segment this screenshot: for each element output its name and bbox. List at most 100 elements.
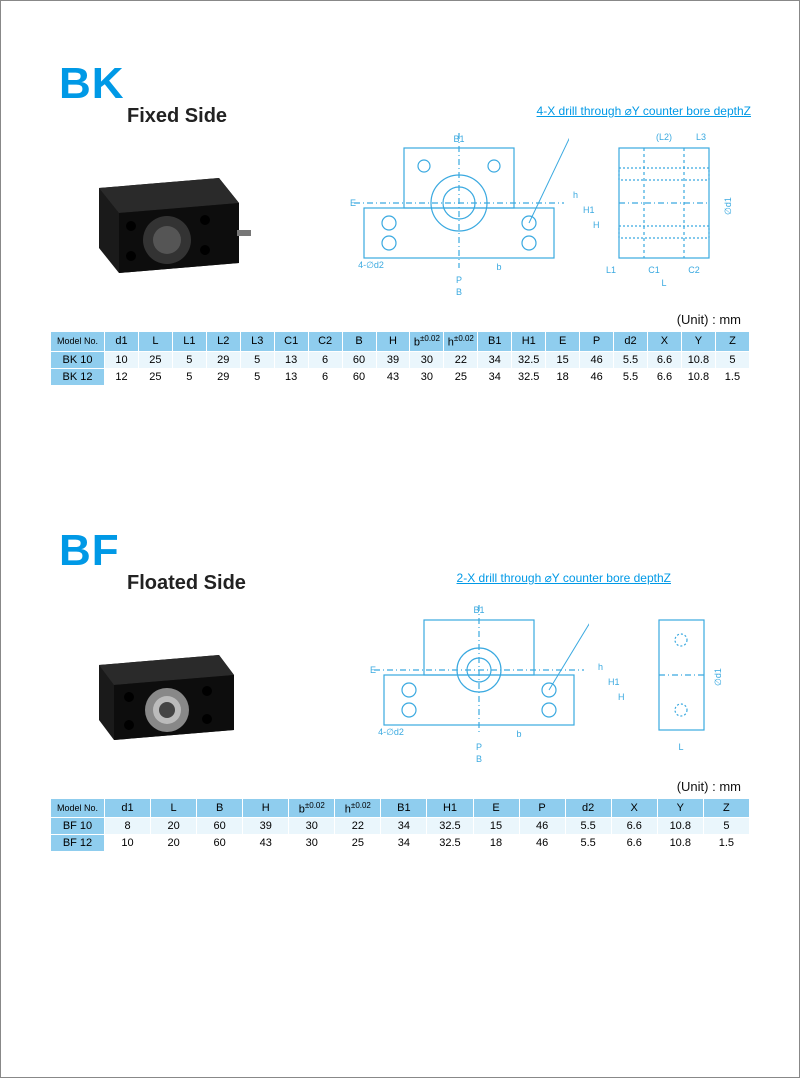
col-Y: Y (681, 332, 715, 352)
cell: 34 (381, 835, 427, 852)
svg-text:E: E (370, 665, 376, 675)
bk-drill-note: 4-X drill through ⌀Y counter bore depthZ (537, 104, 751, 118)
cell: 1.5 (703, 835, 749, 852)
svg-text:C2: C2 (688, 265, 700, 275)
cell: 25 (444, 368, 478, 385)
bf-h-labels: h H1 H (594, 625, 624, 750)
cell: 20 (151, 835, 197, 852)
bk-photo (79, 148, 259, 278)
cell: 39 (376, 351, 410, 368)
svg-text:E: E (350, 198, 356, 208)
svg-text:b: b (516, 729, 521, 739)
cell: 10.8 (681, 368, 715, 385)
cell: 6.6 (648, 351, 682, 368)
bf-side-drawing: ∅d1 L (639, 605, 729, 765)
col-X: X (611, 798, 657, 818)
svg-text:(L2): (L2) (656, 132, 672, 142)
bf-spec-table: Model No.d1LBHb±0.02h±0.02B1H1EPd2XYZBF … (50, 798, 750, 853)
cell: 39 (243, 818, 289, 835)
row-model: BF 12 (51, 835, 105, 852)
cell: 60 (342, 351, 376, 368)
cell: 5 (703, 818, 749, 835)
svg-text:H: H (593, 220, 599, 230)
cell: 18 (473, 835, 519, 852)
bf-code: BF (59, 526, 791, 576)
svg-text:H: H (618, 692, 624, 702)
svg-text:4-∅d2: 4-∅d2 (358, 260, 384, 270)
col-Z: Z (703, 798, 749, 818)
cell: 20 (151, 818, 197, 835)
col-b: b±0.02 (289, 798, 335, 818)
cell: 32.5 (427, 835, 473, 852)
svg-text:h: h (598, 662, 603, 672)
svg-text:b: b (496, 262, 501, 272)
cell: 30 (289, 835, 335, 852)
cell: 25 (335, 835, 381, 852)
col-d1: d1 (105, 332, 139, 352)
col-P: P (519, 798, 565, 818)
svg-text:L3: L3 (696, 132, 706, 142)
row-model: BF 10 (51, 818, 105, 835)
bf-unit-label: (Unit) : mm (9, 779, 741, 794)
cell: 30 (410, 351, 444, 368)
cell: 15 (473, 818, 519, 835)
cell: 5.5 (614, 351, 648, 368)
svg-text:L1: L1 (606, 265, 616, 275)
cell: 34 (381, 818, 427, 835)
cell: 6 (308, 351, 342, 368)
cell: 6.6 (648, 368, 682, 385)
col-h: h±0.02 (444, 332, 478, 352)
cell: 5 (172, 368, 206, 385)
cell: 46 (580, 351, 614, 368)
col-B: B (342, 332, 376, 352)
col-L1: L1 (172, 332, 206, 352)
cell: 43 (376, 368, 410, 385)
svg-text:B: B (456, 287, 462, 297)
bf-drill-note: 2-X drill through ⌀Y counter bore depthZ (457, 571, 671, 585)
cell: 13 (274, 351, 308, 368)
col-H: H (243, 798, 289, 818)
svg-text:B1: B1 (453, 134, 464, 144)
cell: 32.5 (427, 818, 473, 835)
col-B: B (197, 798, 243, 818)
cell: 5.5 (614, 368, 648, 385)
cell: 46 (519, 835, 565, 852)
svg-text:C1: C1 (648, 265, 660, 275)
svg-text:H1: H1 (583, 205, 595, 215)
col-C2: C2 (308, 332, 342, 352)
cell: 60 (197, 818, 243, 835)
cell: 30 (410, 368, 444, 385)
bf-diagram-area: 2-X drill through ⌀Y counter bore depthZ (39, 595, 761, 775)
col-C1: C1 (274, 332, 308, 352)
bk-unit-label: (Unit) : mm (9, 312, 741, 327)
cell: 6.6 (611, 818, 657, 835)
bk-diagram-area: 4-X drill through ⌀Y counter bore depthZ (39, 128, 761, 308)
cell: 60 (342, 368, 376, 385)
bk-front-drawing: B1 E 4-∅d2 b P B (349, 128, 569, 298)
cell: 10 (105, 835, 151, 852)
cell: 10.8 (657, 835, 703, 852)
cell: 13 (274, 368, 308, 385)
bk-side-drawing: (L2) L3 ∅d1 C1 C2 L L1 (599, 128, 739, 298)
row-model: BK 10 (51, 351, 105, 368)
col-h: h±0.02 (335, 798, 381, 818)
cell: 46 (519, 818, 565, 835)
cell: 25 (138, 368, 172, 385)
col-Y: Y (657, 798, 703, 818)
svg-text:∅d1: ∅d1 (713, 668, 723, 686)
col-H: H (376, 332, 410, 352)
page: BK Fixed Side 4-X drill through ⌀Y count… (0, 0, 800, 1078)
svg-text:4-∅d2: 4-∅d2 (378, 727, 404, 737)
cell: 5 (240, 368, 274, 385)
col-P: P (580, 332, 614, 352)
svg-text:L: L (661, 278, 666, 288)
col-b: b±0.02 (410, 332, 444, 352)
cell: 34 (478, 351, 512, 368)
cell: 22 (335, 818, 381, 835)
col-d2: d2 (614, 332, 648, 352)
cell: 25 (138, 351, 172, 368)
cell: 10 (105, 351, 139, 368)
bf-photo (79, 615, 259, 745)
cell: 10.8 (681, 351, 715, 368)
cell: 5 (715, 351, 749, 368)
